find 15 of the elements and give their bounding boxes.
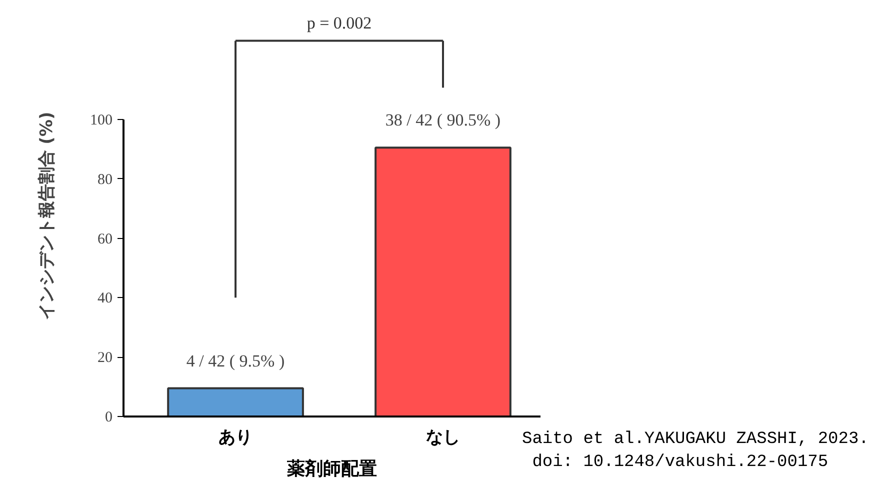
y-tick-label: 80 <box>98 172 112 188</box>
text: doi: 10.1248/vakushi.22-00175 <box>532 453 828 472</box>
y-tick-label: 40 <box>98 290 112 307</box>
y-axis-title: インシデント報告割合 (%) <box>37 112 57 320</box>
y-tick-label: 60 <box>98 231 112 248</box>
y-tick-label: 0 <box>105 410 112 426</box>
x-tick-label: なし <box>426 428 460 448</box>
x-tick-label: あり <box>218 428 253 448</box>
data-label: 38 / 42 ( 90.5% ) <box>385 110 501 130</box>
text: p = 0.002 <box>306 14 372 33</box>
y-tick-label: 20 <box>98 350 112 366</box>
y-tick-label: 100 <box>90 112 112 128</box>
x-axis-title: 薬剤師配置 <box>286 458 377 480</box>
data-label: 4 / 42 ( 9.5% ) <box>186 351 285 370</box>
text: Saito et al.YAKUGAKU ZASSHI, 2023. <box>522 430 869 449</box>
